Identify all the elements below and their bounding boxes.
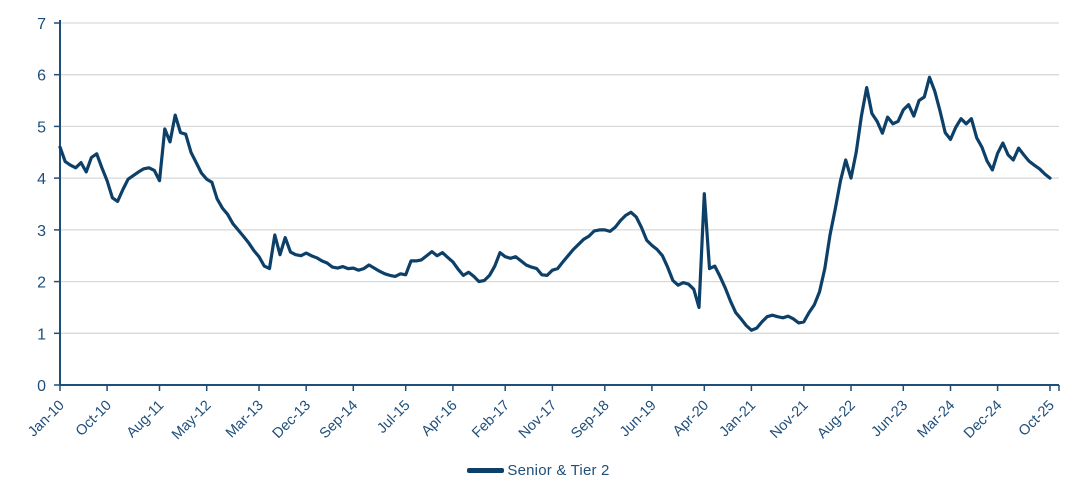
x-axis-tick-label: Apr-20 bbox=[670, 398, 712, 440]
y-axis-tick-label: 2 bbox=[37, 275, 46, 292]
x-axis-tick-label: Apr-16 bbox=[419, 398, 461, 440]
y-axis-tick-label: 7 bbox=[37, 16, 46, 33]
x-axis-tick-label: Jan-21 bbox=[717, 398, 760, 441]
x-axis-tick-label: Jan-10 bbox=[25, 398, 68, 441]
y-axis-tick-label: 1 bbox=[37, 326, 46, 343]
x-axis-tick-label: Aug-22 bbox=[814, 398, 858, 442]
x-axis-tick-label: May-12 bbox=[169, 398, 215, 444]
x-axis-tick-label: Mar-24 bbox=[915, 398, 959, 442]
y-axis-tick-label: 4 bbox=[37, 171, 46, 188]
x-axis-tick-label: Feb-17 bbox=[469, 398, 513, 442]
x-axis-tick-label: Jun-19 bbox=[617, 398, 660, 441]
x-axis-tick-label: Dec-24 bbox=[961, 398, 1005, 442]
y-axis-tick-label: 5 bbox=[37, 119, 46, 136]
x-axis-tick-label: Oct-10 bbox=[73, 398, 115, 440]
x-axis-tick-label: Jul-15 bbox=[374, 398, 413, 437]
x-axis-tick-label: Nov-21 bbox=[767, 398, 811, 442]
legend-line-swatch bbox=[467, 468, 505, 473]
x-axis-tick-label: Mar-13 bbox=[223, 398, 267, 442]
chart-legend: Senior & Tier 2 bbox=[0, 462, 1077, 479]
x-axis-tick-label: Dec-13 bbox=[270, 398, 314, 442]
x-axis-tick-label: Nov-17 bbox=[516, 398, 560, 442]
x-axis-tick-label: Sep-18 bbox=[568, 398, 612, 442]
x-axis-tick-label: Oct-25 bbox=[1016, 398, 1058, 440]
x-axis-tick-label: Aug-11 bbox=[124, 398, 168, 442]
y-axis-tick-label: 0 bbox=[37, 378, 46, 395]
y-axis-tick-label: 3 bbox=[37, 223, 46, 240]
legend-series-label: Senior & Tier 2 bbox=[507, 462, 610, 479]
x-axis-tick-label: Jun-23 bbox=[868, 398, 911, 441]
series-line-senior-tier-2 bbox=[58, 75, 1052, 332]
x-axis-tick-label: Sep-14 bbox=[317, 398, 361, 442]
y-axis-tick-label: 6 bbox=[37, 68, 46, 85]
